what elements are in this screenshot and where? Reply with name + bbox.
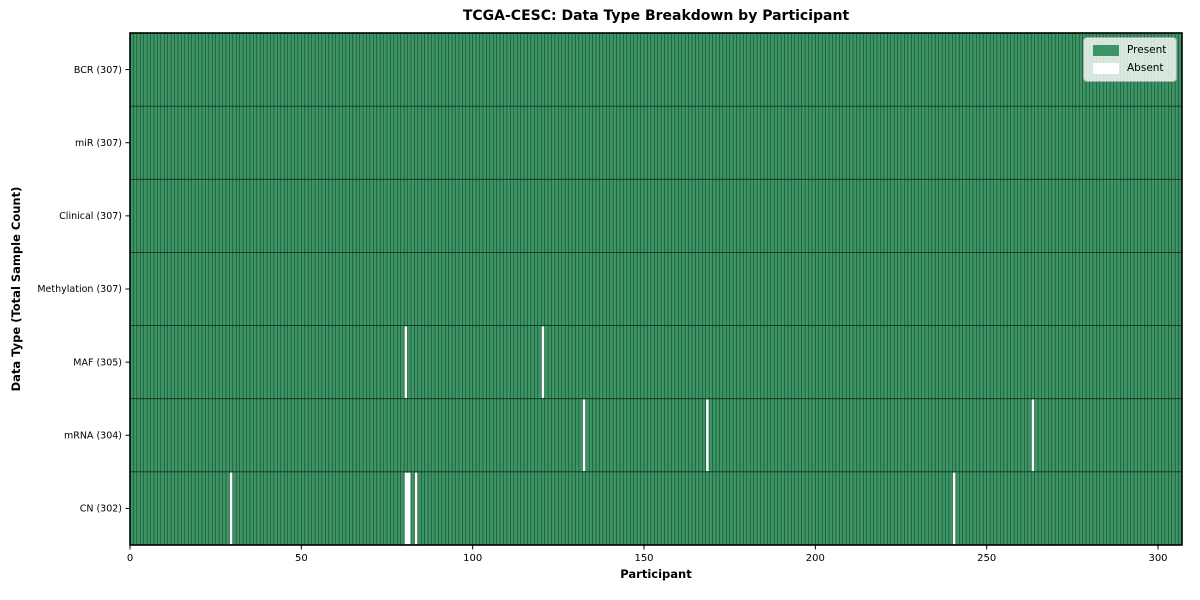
x-tick-label: 250	[977, 553, 996, 564]
absent-cell-CN-240	[952, 472, 956, 545]
absent-cell-mRNA-168	[706, 399, 709, 472]
absent-swatch	[1093, 63, 1119, 74]
absent-cell-MAF-80	[404, 326, 408, 398]
absent-cell-CN-29	[229, 472, 233, 545]
y-tick-label-miR: miR (307)	[75, 138, 122, 149]
chart-title: TCGA-CESC: Data Type Breakdown by Partic…	[462, 8, 850, 24]
y-tick-label-Clinical: Clinical (307)	[59, 211, 122, 222]
legend-entry-absent: Absent	[1093, 63, 1167, 74]
legend: Present Absent	[1083, 37, 1177, 82]
y-tick-label-CN: CN (302)	[80, 504, 122, 515]
absent-cell-mRNA-263	[1031, 399, 1035, 472]
y-tick-label-MAF: MAF (305)	[73, 357, 122, 368]
x-tick-label: 0	[127, 553, 133, 564]
y-axis-label: Data Type (Total Sample Count)	[9, 186, 23, 392]
x-tick-label: 150	[634, 553, 653, 564]
present-cells-background	[130, 33, 1182, 545]
x-axis-label: Participant	[620, 567, 692, 581]
legend-label-present: Present	[1127, 44, 1167, 57]
y-tick-label-mRNA: mRNA (304)	[64, 430, 122, 441]
legend-label-absent: Absent	[1127, 62, 1164, 75]
x-tick-label: 300	[1148, 553, 1167, 564]
absent-cell-MAF-120	[541, 326, 545, 398]
x-tick-label: 100	[463, 553, 482, 564]
y-tick-label-BCR: BCR (307)	[74, 65, 122, 76]
absent-cell-CN-80	[404, 472, 411, 545]
absent-cell-CN-83	[414, 472, 418, 545]
x-tick-label: 200	[806, 553, 825, 564]
x-tick-label: 50	[295, 553, 308, 564]
absent-cell-mRNA-132	[582, 399, 586, 472]
present-swatch	[1093, 45, 1119, 56]
y-tick-label-Methylation: Methylation (307)	[37, 284, 122, 295]
legend-entry-present: Present	[1093, 45, 1167, 56]
